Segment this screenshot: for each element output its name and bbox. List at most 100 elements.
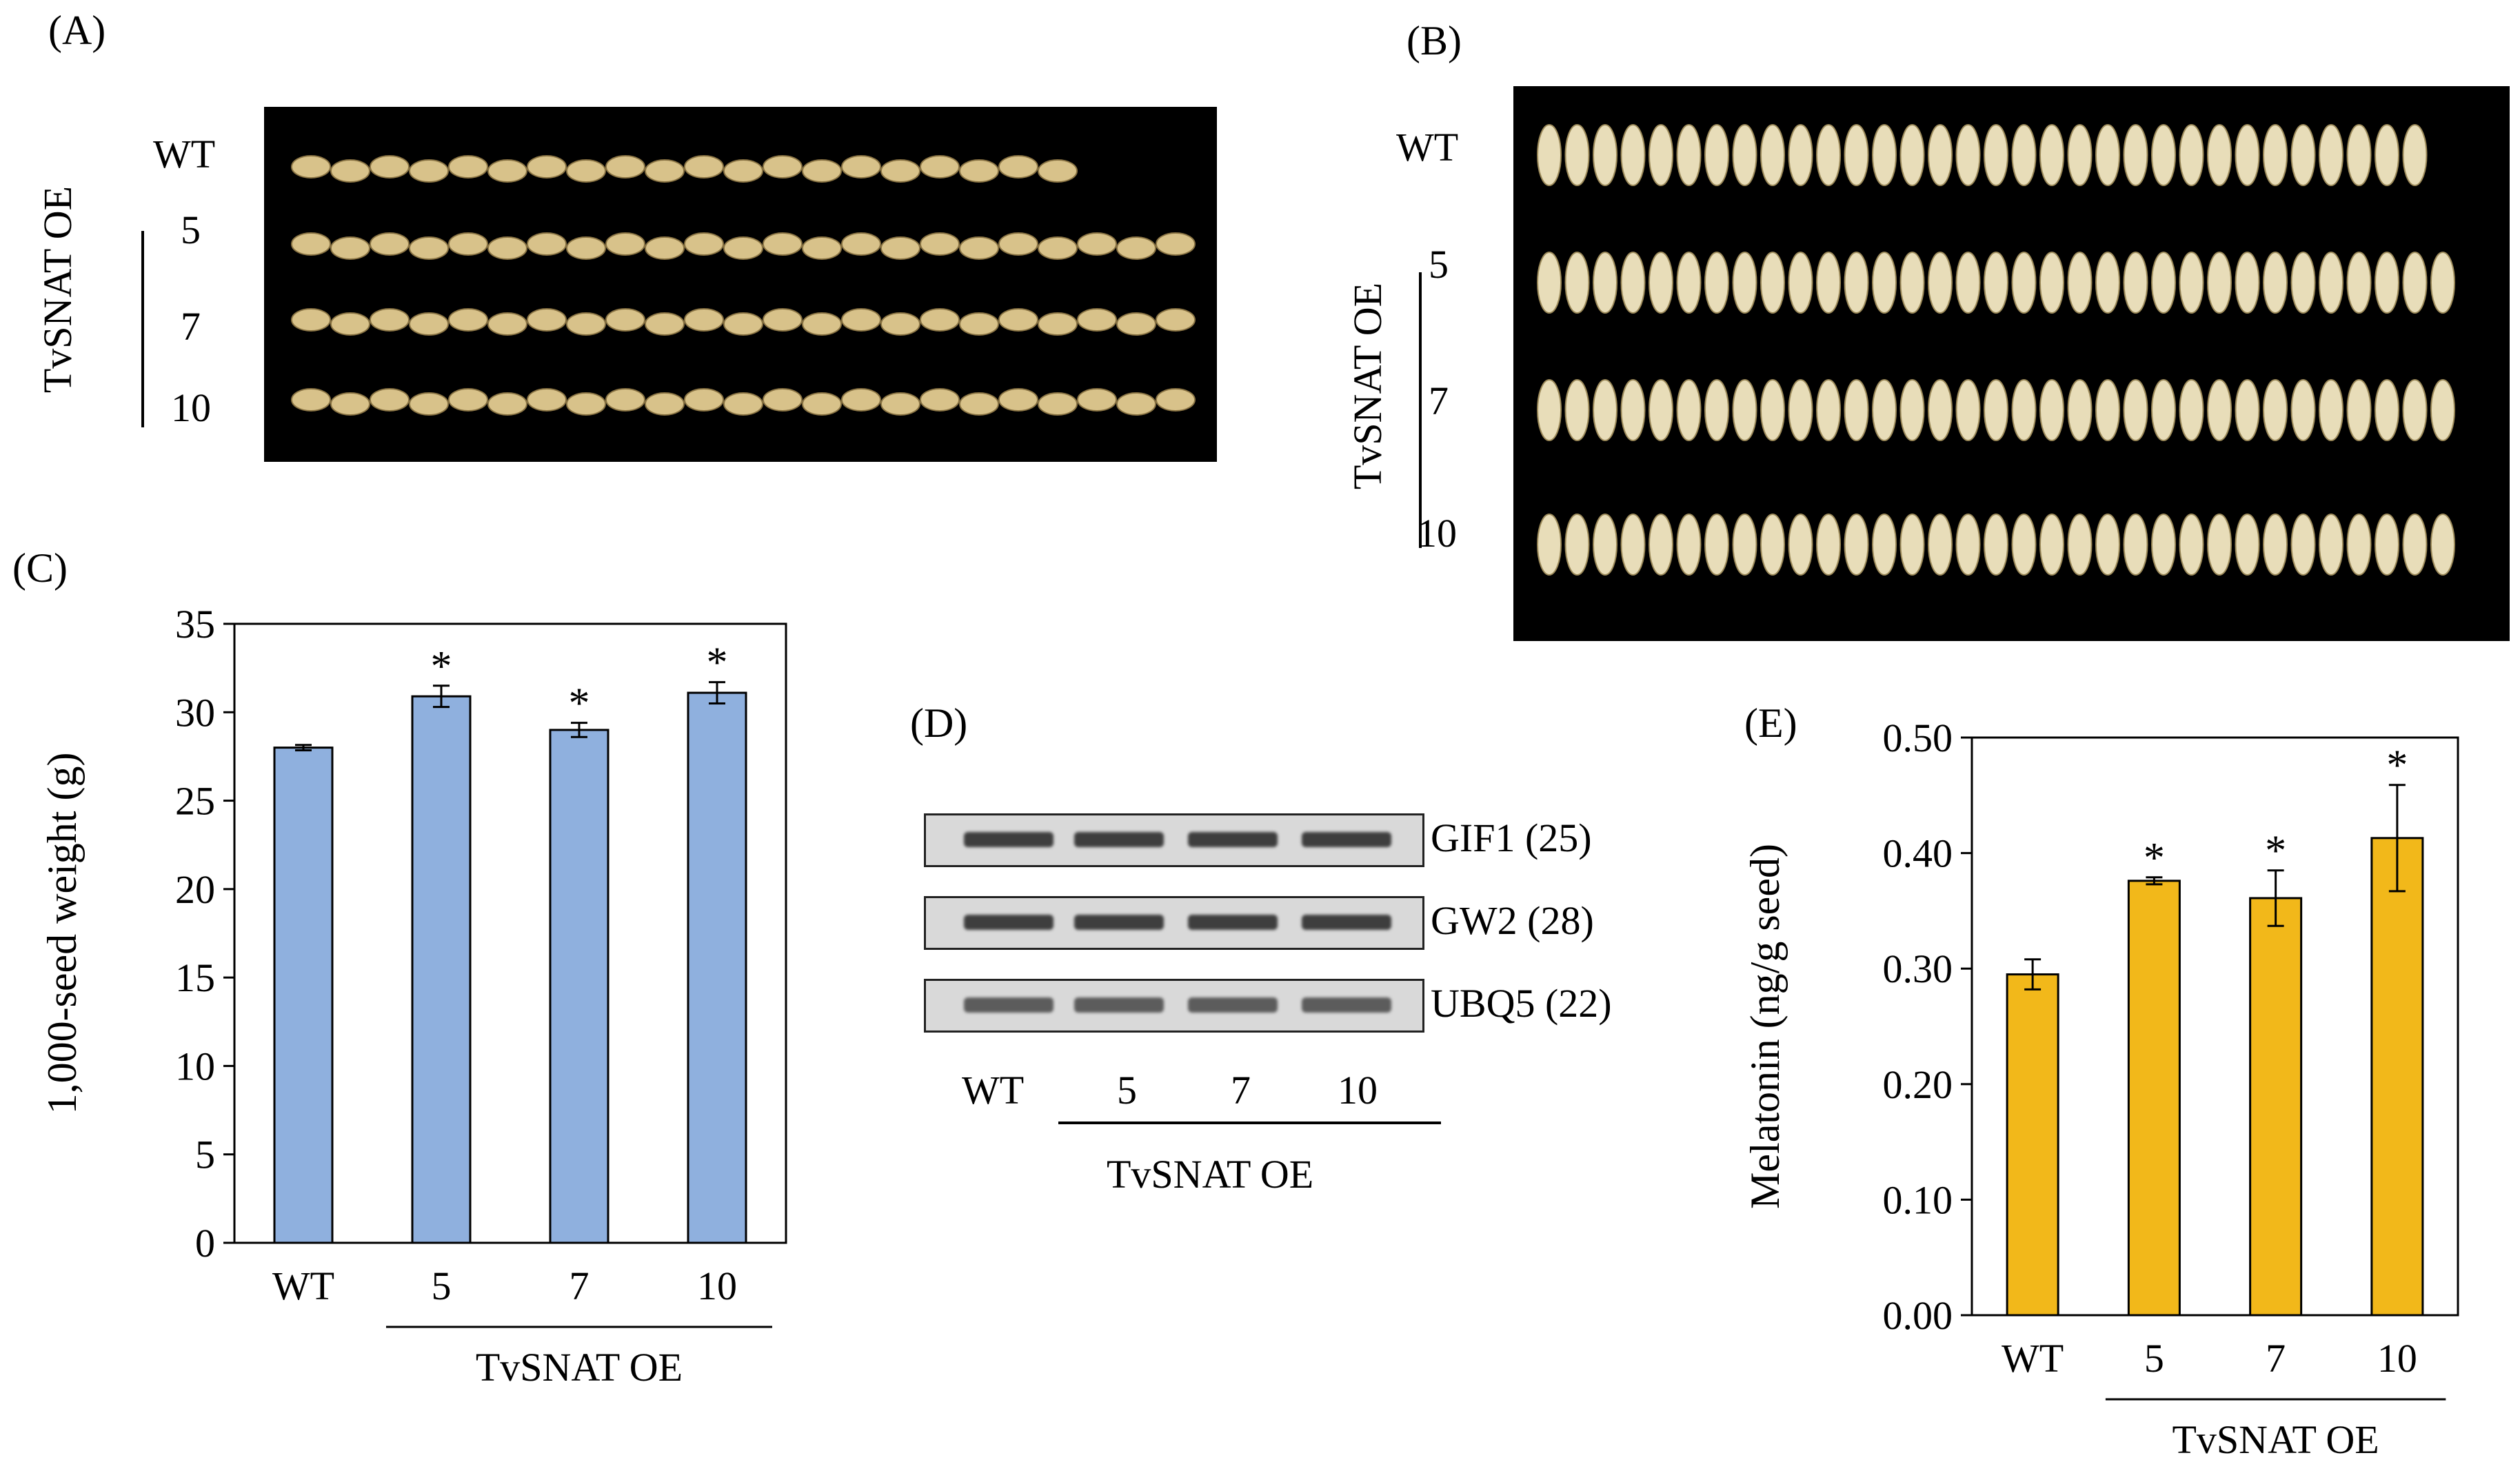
gel-strip (924, 813, 1424, 867)
seed-grain (330, 159, 370, 183)
y-tick-label: 0.20 (1883, 1062, 1953, 1107)
seed-grain (2179, 124, 2204, 186)
seed-grain (959, 312, 999, 336)
seed-grain (723, 159, 763, 183)
seed-grain (1928, 514, 1953, 576)
x-tick-label: WT (2002, 1336, 2064, 1381)
seed-grain (2430, 514, 2455, 576)
significance-marker: * (2144, 835, 2165, 882)
seed-grain (2235, 379, 2260, 441)
seed-grain (1872, 252, 1897, 314)
seed-grain (409, 392, 449, 416)
seed-grain (1955, 379, 1981, 441)
seed-grain (2207, 252, 2232, 314)
panel-b-seeds (1537, 124, 2455, 576)
seed-grain (1676, 124, 1702, 186)
seed-grain (1116, 312, 1156, 336)
seed-grain (1038, 312, 1078, 336)
seed-grain (1732, 124, 1757, 186)
seed-grain (2319, 252, 2343, 314)
seed-grain (2011, 514, 2037, 576)
seed-grain (605, 388, 645, 412)
seed-grain (2095, 252, 2120, 314)
panel-b-group-label: TvSNAT OE (1345, 282, 1390, 490)
y-tick-label: 0.10 (1883, 1177, 1953, 1222)
x-axis-label: TvSNAT OE (2173, 1417, 2379, 1462)
seed-grain (448, 388, 488, 412)
seed-grain (2011, 124, 2037, 186)
x-tick-label: 7 (569, 1263, 589, 1308)
seed-grain (1984, 124, 2008, 186)
y-axis-label: Melatonin (ng/g seed) (1742, 844, 1788, 1209)
seed-grain (1077, 232, 1117, 256)
seed-grain (1760, 252, 1785, 314)
seed-grain (1816, 124, 1841, 186)
gel-band (964, 832, 1054, 847)
seed-grain (1955, 514, 1981, 576)
seed-grain (763, 308, 803, 332)
panel-a-label: (A) (48, 8, 106, 53)
seed-grain (527, 388, 567, 412)
panel-b-label: (B) (1407, 18, 1462, 63)
bar (2249, 897, 2303, 1317)
y-tick-label: 0.40 (1883, 831, 1953, 876)
seed-grain (1620, 514, 1646, 576)
seed-grain (370, 232, 410, 256)
x-tick-label: WT (272, 1263, 334, 1308)
significance-marker: * (431, 643, 452, 690)
significance-marker: * (707, 640, 728, 687)
seed-grain (2039, 379, 2064, 441)
seed-grain (2207, 379, 2232, 441)
gel-strip (924, 979, 1424, 1033)
seed-grain (1564, 379, 1590, 441)
seed-grain (1676, 379, 1702, 441)
seed-grain (841, 388, 881, 412)
seed-grain (1564, 124, 1590, 186)
seed-grain (880, 392, 920, 416)
seed-grain (1928, 252, 1953, 314)
seed-grain (802, 159, 842, 183)
gel-lane-wt: WT (962, 1068, 1025, 1113)
seed-grain (2346, 514, 2372, 576)
seed-grain (2263, 379, 2288, 441)
seed-grain (645, 159, 685, 183)
seed-grain (1872, 379, 1897, 441)
seed-grain (2402, 124, 2428, 186)
gel-band (1302, 915, 1391, 930)
seed-grain (1899, 379, 1925, 441)
seed-grain (2346, 379, 2372, 441)
seed-weight-chart: 0 5 10 15 20 25 30 35 WT * 5 * 7 * 10 TvSNAT OE 1,000-se… (39, 602, 787, 1390)
seed-grain (2179, 252, 2204, 314)
seed-grain (1760, 379, 1785, 441)
seed-grain (880, 236, 920, 260)
seed-grain (2319, 379, 2343, 441)
seed-grain (1704, 252, 1729, 314)
seed-grain (409, 312, 449, 336)
seed-grain (487, 159, 527, 183)
seed-grain (2402, 379, 2428, 441)
seed-grain (723, 312, 763, 336)
seed-grain (1156, 308, 1196, 332)
seed-grain (2319, 514, 2343, 576)
seed-grain (802, 236, 842, 260)
seed-grain (448, 232, 488, 256)
gel-band (1302, 997, 1391, 1013)
seed-grain (2375, 514, 2399, 576)
seed-grain (2235, 514, 2260, 576)
gel-band (1188, 915, 1278, 930)
seed-grain (2263, 514, 2288, 576)
seed-grain (1038, 236, 1078, 260)
seed-grain (2235, 252, 2260, 314)
seed-grain (1593, 514, 1617, 576)
seed-grain (2011, 379, 2037, 441)
seed-grain (1984, 252, 2008, 314)
seed-grain (959, 159, 999, 183)
gel-group-line (1058, 1121, 1441, 1124)
seed-grain (1984, 514, 2008, 576)
seed-grain (1760, 514, 1785, 576)
seed-grain (527, 232, 567, 256)
seed-grain (566, 312, 606, 336)
y-axis-label: 1,000-seed weight (g) (39, 753, 85, 1115)
seed-grain (2375, 124, 2399, 186)
seed-grain (1038, 159, 1078, 183)
